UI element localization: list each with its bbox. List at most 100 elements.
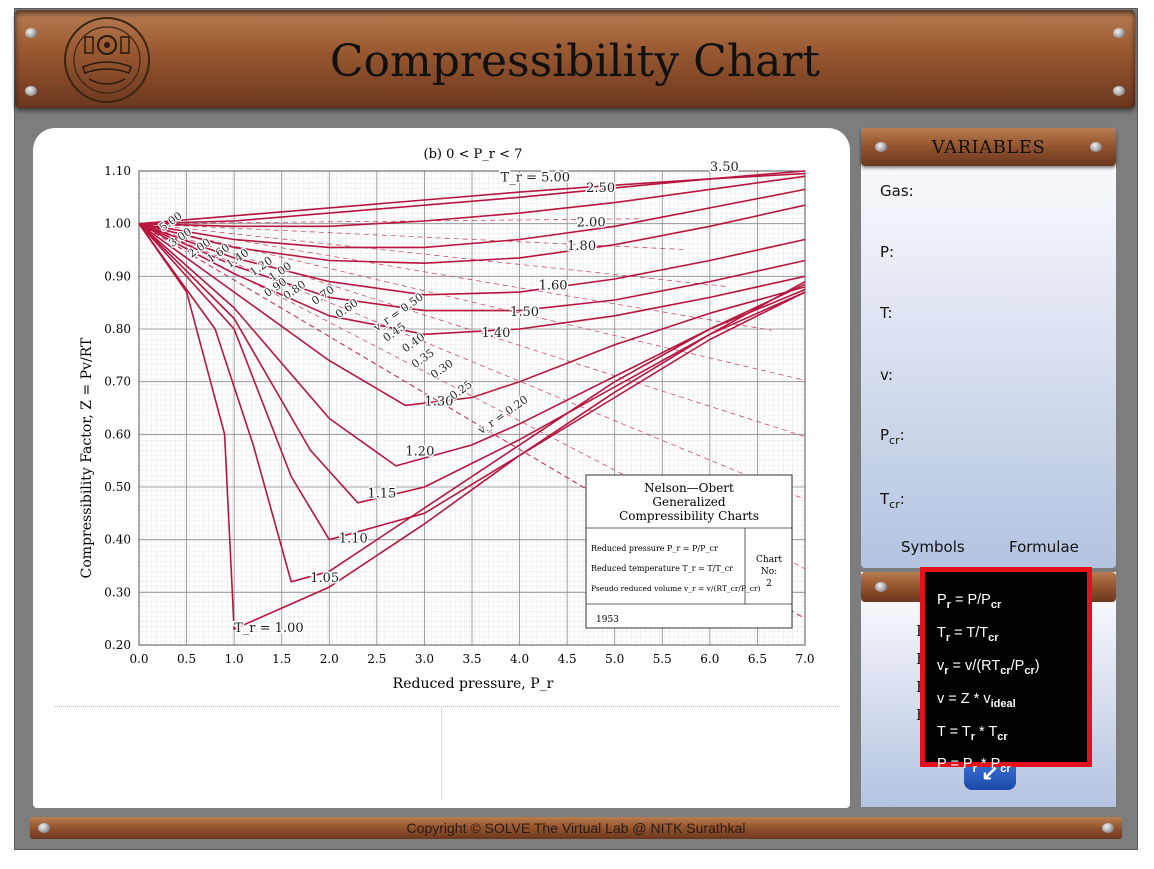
formulae-popup: Pr = P/Pcr Tr = T/Tcr vr = v/(RTcr/Pcr) … <box>920 567 1092 775</box>
y-tick-label: 1.10 <box>104 164 131 178</box>
plot-border <box>138 170 806 646</box>
rivet-icon <box>1102 823 1114 833</box>
legend-title-line: Nelson—Obert <box>644 481 734 495</box>
pseudo-volume-line <box>138 223 772 331</box>
isotherm-label: 3.50 <box>710 160 739 175</box>
x-tick-label: 4.5 <box>558 652 577 666</box>
variables-title: VARIABLES <box>931 137 1046 158</box>
symbols-tab[interactable]: Symbols <box>901 538 965 556</box>
y-tick-label: 0.70 <box>104 375 131 389</box>
footer-bar: Copyright © SOLVE The Virtual Lab @ NITK… <box>30 817 1122 839</box>
x-tick-label: 0.5 <box>177 652 196 666</box>
formula-pressure: P = Pr * Pcr <box>937 756 1011 776</box>
x-tick-label: 7.0 <box>795 652 814 666</box>
x-tick-label: 4.0 <box>510 652 529 666</box>
critical-pressure-label: Pcr: <box>880 426 905 447</box>
chart-panel: 0.0 0.5 1.0 1.5 2.0 2.5 3.0 3.5 4.0 4.5 5.0 5.5 6.0 6… <box>33 128 850 808</box>
pseudo-volume-line <box>138 223 806 381</box>
chart-legend-box: Nelson—Obert Generalized Compressibility… <box>585 474 793 629</box>
divider <box>55 706 840 707</box>
chart-curves <box>138 170 806 631</box>
isotherm-curve <box>138 188 806 249</box>
isotherm-curve <box>138 223 806 407</box>
formula-temperature: T = Tr * Tcr <box>937 723 1008 743</box>
isotherm-curve <box>138 222 806 296</box>
tcr-subscript: cr <box>889 498 900 511</box>
gas-label: Gas: <box>880 182 914 200</box>
isotherm-label: 1.50 <box>510 305 539 320</box>
x-tick-label: 3.0 <box>415 652 434 666</box>
isotherm-curve <box>138 223 806 467</box>
rivet-icon <box>875 582 887 592</box>
rivet-icon <box>25 86 37 96</box>
legend-year: 1953 <box>596 615 619 625</box>
y-tick-label: 0.30 <box>104 585 131 599</box>
isotherm-label: 1.20 <box>405 444 434 459</box>
legend-row: Pseudo reduced volume v_r = v/(RT_cr/P_c… <box>591 584 761 593</box>
x-axis-label: Reduced pressure, P_r <box>393 676 554 692</box>
critical-temperature-label: Tcr: <box>880 490 905 511</box>
x-tick-label: 3.5 <box>462 652 481 666</box>
temperature-label: T: <box>880 304 893 322</box>
y-axis-label: Compressibility Factor, Z = Pv/RT <box>79 337 95 578</box>
tcr-colon: : <box>899 490 905 508</box>
isotherm-label: 1.40 <box>482 326 511 341</box>
x-tick-label: 5.5 <box>653 652 672 666</box>
isotherm-curve <box>138 170 806 225</box>
isotherm-label: 2.00 <box>577 215 606 230</box>
chart-title: (b) 0 < P_r < 7 <box>424 147 523 162</box>
pseudo-volume-line <box>138 223 687 250</box>
x-tick-label: 6.0 <box>700 652 719 666</box>
y-tick-label: 0.80 <box>104 322 131 336</box>
isotherm-curve <box>138 223 806 631</box>
formulae-tab[interactable]: Formulae <box>1009 538 1079 556</box>
nitk-logo-icon <box>64 17 150 103</box>
isotherm-label: 2.50 <box>586 181 615 196</box>
divider <box>441 708 442 800</box>
isotherm-label: 1.60 <box>539 279 568 294</box>
pcr-colon: : <box>899 426 905 444</box>
isotherm-label: 1.15 <box>367 487 396 502</box>
rivet-icon <box>875 142 887 152</box>
legend-chart-no: No: <box>761 567 777 577</box>
isotherm-label: 1.30 <box>424 394 453 409</box>
isotherm-label: 1.05 <box>310 571 339 586</box>
y-tick-label: 0.60 <box>104 427 131 441</box>
header-bar: Compressibility Chart <box>15 10 1135 108</box>
pressure-label: P: <box>880 243 895 261</box>
x-tick-label: 5.0 <box>605 652 624 666</box>
formula-volume: v = Z * videal <box>937 690 1016 710</box>
legend-chart-no: 2 <box>766 579 772 589</box>
copyright-text: Copyright © SOLVE The Virtual Lab @ NITK… <box>406 820 746 836</box>
rivet-icon <box>38 823 50 833</box>
y-tick-label: 0.90 <box>104 269 131 283</box>
isotherm-label: 1.80 <box>567 239 596 254</box>
page-title: Compressibility Chart <box>329 36 821 87</box>
x-tick-label: 0.0 <box>129 652 148 666</box>
rivet-icon <box>1090 142 1102 152</box>
pseudo-volume-line <box>138 218 644 225</box>
x-tick-label: 2.5 <box>367 652 386 666</box>
isotherm-curve <box>138 222 806 336</box>
pseudo-volume-line <box>138 223 806 619</box>
rivet-icon <box>25 28 37 38</box>
rivet-icon <box>1113 28 1125 38</box>
isotherm-curve <box>138 175 806 228</box>
compressibility-chart: 0.0 0.5 1.0 1.5 2.0 2.5 3.0 3.5 4.0 4.5 5.0 5.5 6.0 6… <box>79 147 815 692</box>
variables-header: VARIABLES <box>861 128 1116 166</box>
volume-label: v: <box>880 366 894 384</box>
x-tick-label: 6.5 <box>748 652 767 666</box>
y-tick-label: 1.00 <box>104 217 131 231</box>
legend-title-line: Compressibility Charts <box>619 509 759 523</box>
legend-title-line: Generalized <box>652 495 726 509</box>
x-tick-label: 2.0 <box>320 652 339 666</box>
isotherm-label: T_r = 5.00 <box>501 171 571 186</box>
formula-reduced-pressure: Pr = P/Pcr <box>937 592 1002 611</box>
isotherm-curve <box>138 204 806 264</box>
isotherm-curve <box>138 223 806 541</box>
formula-reduced-volume: vr = v/(RTcr/Pcr) <box>937 657 1040 677</box>
legend-row: Reduced temperature T_r = T/T_cr <box>591 564 733 573</box>
y-tick-label: 0.40 <box>104 533 131 547</box>
pcr-symbol: P <box>880 426 890 444</box>
isotherm-label: T_r = 1.00 <box>234 621 304 636</box>
